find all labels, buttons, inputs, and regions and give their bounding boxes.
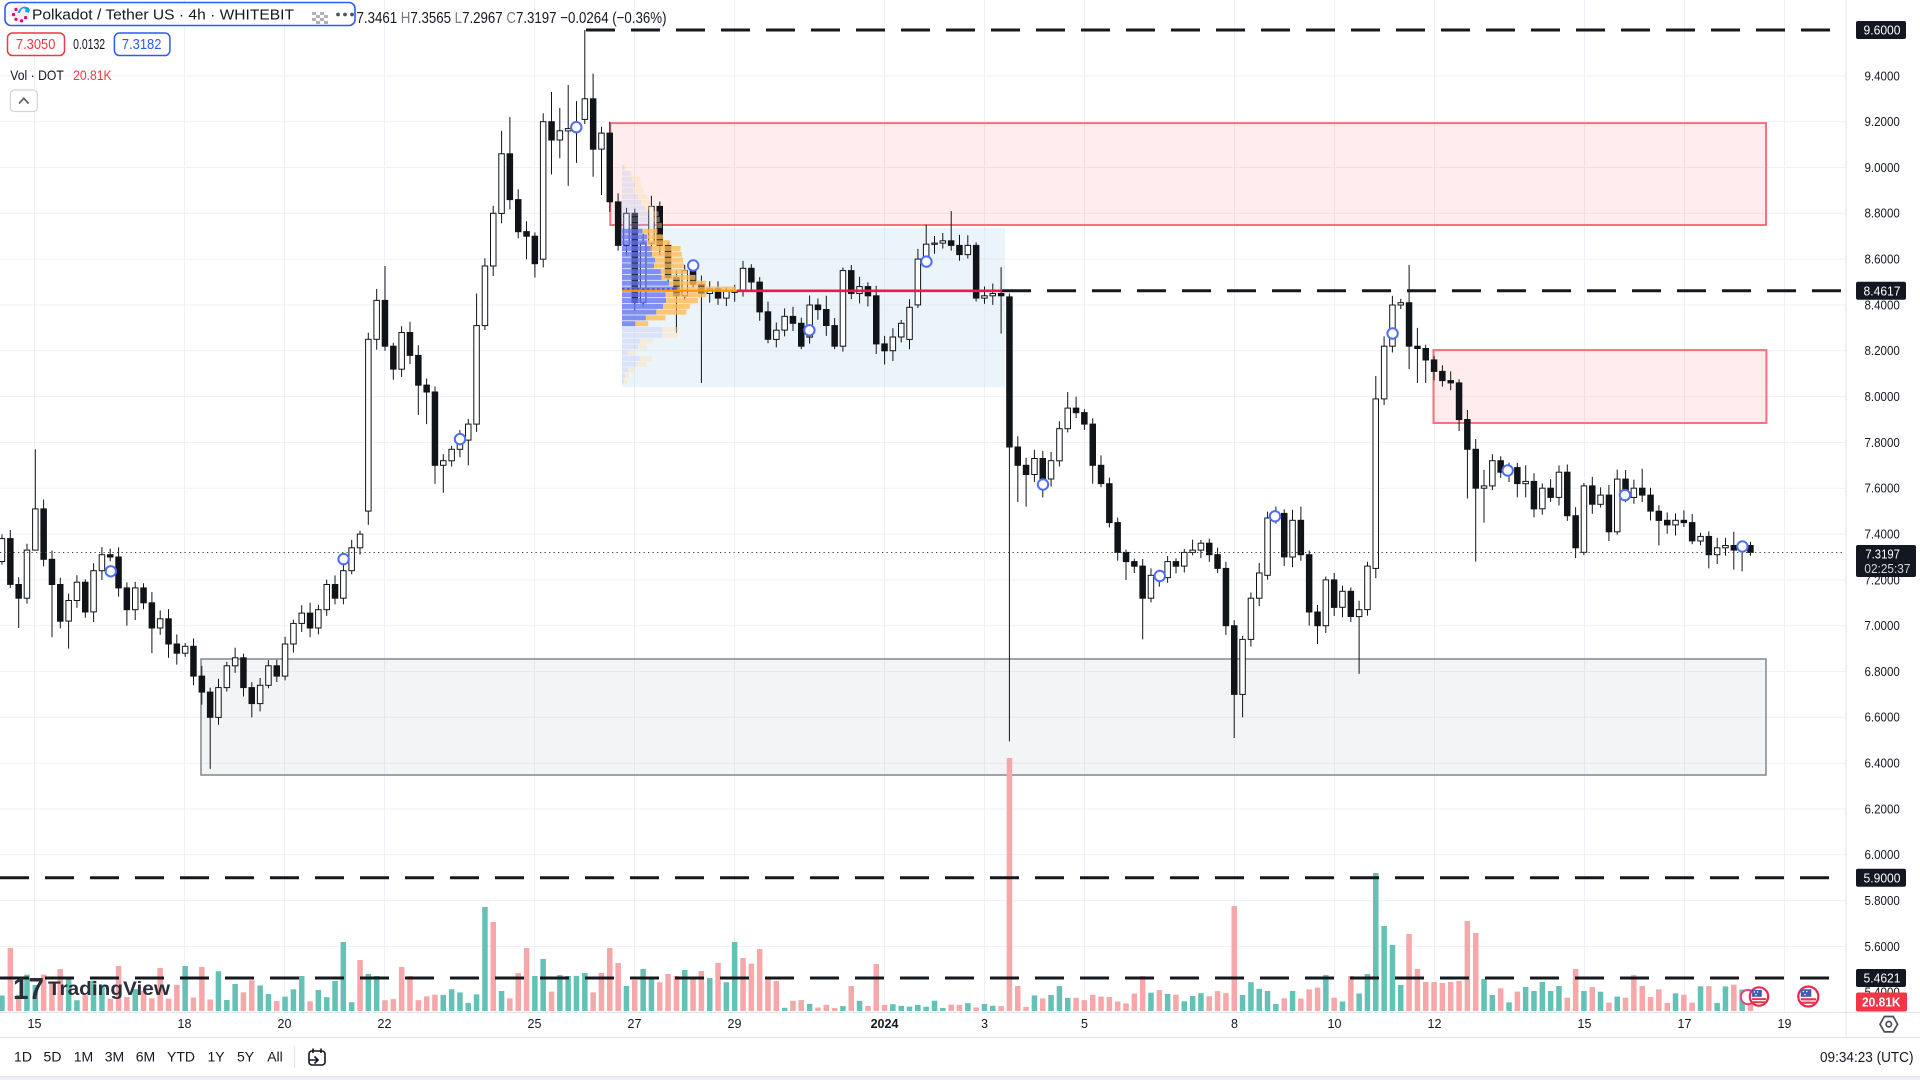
svg-text:7.4000: 7.4000 <box>1865 528 1900 542</box>
svg-text:5.9000: 5.9000 <box>1864 870 1901 885</box>
svg-text:7.0000: 7.0000 <box>1865 619 1900 633</box>
svg-text:20.81K: 20.81K <box>1862 995 1901 1010</box>
svg-text:25: 25 <box>528 1017 542 1031</box>
svg-text:8.4000: 8.4000 <box>1865 298 1900 312</box>
svg-text:All: All <box>267 1049 283 1065</box>
svg-text:7.3197: 7.3197 <box>1865 546 1900 561</box>
svg-text:02:25:37: 02:25:37 <box>1864 561 1910 576</box>
svg-text:5.4621: 5.4621 <box>1864 971 1901 986</box>
svg-text:6.4000: 6.4000 <box>1865 757 1900 771</box>
svg-text:7.3050: 7.3050 <box>16 37 56 53</box>
svg-text:Polkadot / Tether US · 4h · WH: Polkadot / Tether US · 4h · WHITEBIT <box>32 6 294 23</box>
svg-text:09:34:23 (UTC): 09:34:23 (UTC) <box>1820 1050 1914 1066</box>
svg-text:17: 17 <box>13 971 44 1006</box>
svg-text:8.0000: 8.0000 <box>1865 390 1900 404</box>
svg-text:7.3461 H7.3565 L7.2967 C7.3197: 7.3461 H7.3565 L7.2967 C7.3197 −0.0264 (… <box>357 10 667 27</box>
svg-text:9.0000: 9.0000 <box>1865 161 1900 175</box>
svg-text:10: 10 <box>1328 1017 1342 1031</box>
svg-text:TradingView: TradingView <box>48 978 171 1000</box>
svg-text:1Y: 1Y <box>207 1049 225 1065</box>
svg-text:3M: 3M <box>105 1049 124 1065</box>
svg-text:6M: 6M <box>136 1049 155 1065</box>
svg-text:1M: 1M <box>74 1049 93 1065</box>
svg-text:8.2000: 8.2000 <box>1865 344 1900 358</box>
svg-text:6.8000: 6.8000 <box>1865 665 1900 679</box>
svg-text:18: 18 <box>178 1017 192 1031</box>
svg-text:3: 3 <box>981 1017 988 1031</box>
svg-text:6.2000: 6.2000 <box>1865 802 1900 816</box>
svg-text:5.6000: 5.6000 <box>1865 940 1900 954</box>
svg-text:7.3182: 7.3182 <box>122 37 161 53</box>
svg-text:9.4000: 9.4000 <box>1865 69 1900 83</box>
svg-text:22: 22 <box>378 1017 392 1031</box>
svg-text:29: 29 <box>728 1017 742 1031</box>
svg-text:15: 15 <box>1578 1017 1592 1031</box>
svg-text:15: 15 <box>28 1017 42 1031</box>
svg-text:6.6000: 6.6000 <box>1865 711 1900 725</box>
svg-text:Vol · DOT: Vol · DOT <box>10 67 64 83</box>
svg-text:5: 5 <box>1081 1017 1088 1031</box>
svg-text:5Y: 5Y <box>237 1049 255 1065</box>
svg-text:5.8000: 5.8000 <box>1865 894 1900 908</box>
svg-text:8.8000: 8.8000 <box>1865 207 1900 221</box>
svg-text:8: 8 <box>1231 1017 1238 1031</box>
svg-text:20.81K: 20.81K <box>73 67 112 83</box>
svg-text:8.6000: 8.6000 <box>1865 253 1900 267</box>
svg-text:1D: 1D <box>14 1049 32 1065</box>
svg-text:17: 17 <box>1678 1017 1692 1031</box>
svg-text:27: 27 <box>628 1017 642 1031</box>
svg-text:12: 12 <box>1428 1017 1442 1031</box>
svg-text:20: 20 <box>278 1017 292 1031</box>
svg-text:7.6000: 7.6000 <box>1865 482 1900 496</box>
svg-text:6.0000: 6.0000 <box>1865 848 1900 862</box>
svg-text:9.2000: 9.2000 <box>1865 115 1900 129</box>
svg-text:8.4617: 8.4617 <box>1864 283 1901 298</box>
svg-text:9.6000: 9.6000 <box>1864 23 1901 38</box>
svg-text:19: 19 <box>1778 1017 1792 1031</box>
svg-text:5D: 5D <box>44 1049 62 1065</box>
svg-text:7.8000: 7.8000 <box>1865 436 1900 450</box>
svg-text:YTD: YTD <box>167 1049 195 1065</box>
svg-text:0.0132: 0.0132 <box>73 37 105 53</box>
svg-text:2024: 2024 <box>871 1017 899 1031</box>
